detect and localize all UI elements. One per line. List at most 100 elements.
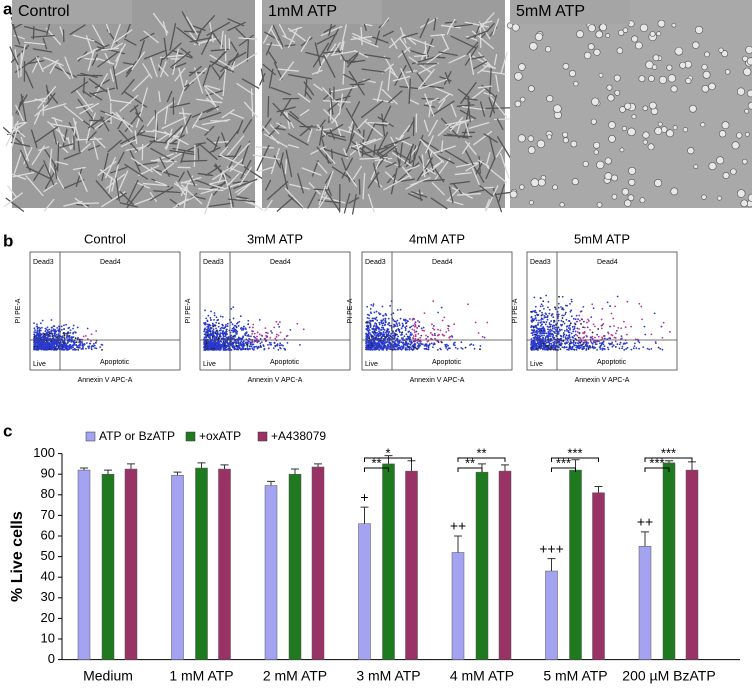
event: [585, 334, 588, 337]
cell: [448, 186, 454, 204]
event: [247, 323, 249, 326]
cell: [652, 64, 658, 70]
event: [46, 329, 49, 332]
event: [53, 325, 56, 328]
x-axis-label: Annexin V APC-A: [78, 377, 133, 384]
event: [227, 343, 230, 346]
event: [577, 318, 579, 321]
x-tick-label: 3 mM ATP: [356, 668, 420, 684]
cell: [109, 68, 115, 83]
cell: [180, 47, 193, 58]
cell: [351, 101, 361, 117]
event: [563, 346, 565, 349]
cell: [50, 123, 76, 129]
cell: [496, 118, 504, 131]
cell: [351, 194, 357, 215]
event: [279, 346, 281, 349]
event: [265, 331, 268, 334]
cell: [496, 136, 512, 160]
event: [470, 343, 473, 345]
event: [226, 322, 229, 325]
event: [382, 331, 385, 333]
event: [374, 343, 377, 345]
cell: [514, 100, 522, 108]
event: [540, 303, 543, 306]
event: [538, 329, 541, 331]
cell: [150, 147, 175, 162]
event: [404, 344, 407, 347]
event: [100, 343, 103, 346]
event: [601, 307, 604, 310]
event: [206, 349, 209, 351]
cell: [471, 30, 495, 50]
significance-bracket: [364, 457, 412, 462]
event: [255, 345, 258, 348]
event: [551, 325, 554, 328]
event: [40, 338, 43, 341]
cell: [218, 63, 230, 80]
cell: [343, 60, 357, 63]
event: [452, 343, 455, 346]
cell: [187, 170, 196, 187]
x-tick-label: 5 mM ATP: [543, 668, 607, 684]
event: [86, 338, 89, 340]
event: [203, 336, 206, 339]
event: [562, 308, 565, 311]
event: [540, 344, 543, 347]
event: [593, 340, 596, 343]
cell: [348, 126, 365, 140]
event: [433, 332, 436, 335]
label-bg: [262, 0, 382, 24]
event: [39, 336, 42, 339]
event: [547, 328, 549, 331]
event: [40, 342, 43, 345]
event: [395, 345, 398, 348]
cell: [38, 146, 50, 151]
event: [205, 317, 208, 320]
cell: [519, 184, 525, 190]
event: [574, 333, 577, 336]
cell: [718, 47, 724, 53]
cell: [31, 145, 45, 166]
event: [82, 348, 84, 350]
cell: [364, 53, 391, 60]
event: [213, 314, 216, 317]
event: [409, 331, 412, 334]
cell: [77, 98, 94, 120]
cell: [413, 54, 428, 57]
event: [402, 337, 404, 340]
event: [67, 335, 70, 338]
cell: [297, 173, 304, 194]
event: [371, 330, 374, 333]
cell: [284, 159, 288, 175]
event: [208, 334, 211, 337]
event: [242, 336, 244, 339]
event: [226, 325, 229, 327]
cell: [161, 116, 187, 130]
event: [395, 322, 398, 324]
event: [56, 345, 59, 347]
event: [547, 300, 550, 303]
event: [385, 333, 388, 336]
cell: [113, 29, 133, 44]
cell: [460, 81, 477, 104]
event: [273, 326, 276, 329]
event: [41, 319, 44, 322]
cell: [743, 67, 752, 76]
cell: [149, 140, 178, 145]
event: [367, 345, 370, 347]
event: [558, 340, 561, 343]
event: [414, 335, 417, 338]
event: [377, 341, 380, 343]
event: [610, 312, 613, 315]
event: [574, 323, 577, 326]
event: [540, 332, 543, 335]
event: [553, 319, 556, 322]
event: [33, 327, 36, 330]
event: [247, 334, 250, 336]
event: [453, 342, 455, 345]
cell: [137, 133, 156, 139]
cell: [608, 135, 616, 143]
cell: [165, 152, 182, 163]
event: [87, 345, 89, 348]
